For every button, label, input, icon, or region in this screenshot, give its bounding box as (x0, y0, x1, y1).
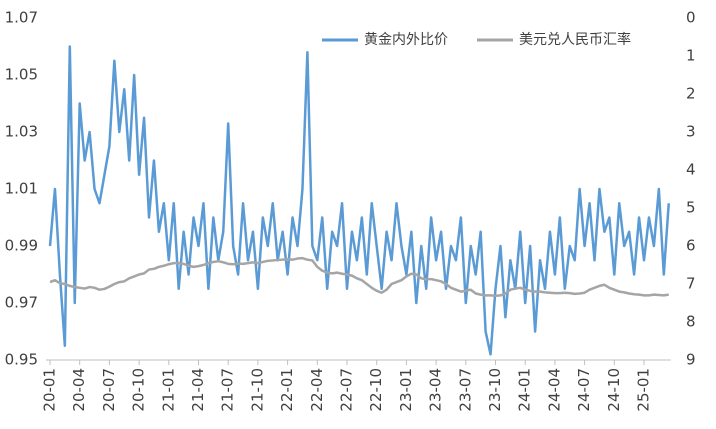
x-tick-label: 21-04 (189, 368, 207, 412)
x-tick-label: 25-01 (635, 368, 653, 412)
y-tick-label: 1.03 (5, 123, 38, 141)
x-tick-label: 21-07 (219, 368, 237, 412)
x-tick-label: 20-01 (41, 368, 59, 412)
x-tick-label: 24-10 (605, 368, 623, 412)
x-tick-label: 24-01 (516, 368, 534, 412)
y2-tick-label: 8 (686, 313, 696, 331)
y-tick-label: 1.07 (5, 9, 38, 27)
y2-tick-label: 9 (686, 351, 696, 369)
y2-tick-label: 6 (686, 237, 696, 255)
x-tick-label: 23-04 (427, 368, 445, 412)
x-tick-label: 22-10 (367, 368, 385, 412)
y-tick-label: 0.99 (5, 237, 38, 255)
x-tick-label: 20-10 (130, 368, 148, 412)
x-tick-label: 21-10 (248, 368, 266, 412)
series-line (48, 45, 670, 356)
y2-tick-label: 3 (686, 123, 696, 141)
series-line (49, 256, 669, 298)
legend-label: 黄金内外比价 (364, 31, 448, 48)
y-tick-label: 0.97 (5, 294, 38, 312)
y2-tick-label: 5 (686, 199, 696, 217)
x-tick-label: 21-01 (159, 368, 177, 412)
x-tick-label: 20-07 (100, 368, 118, 412)
y2-tick-label: 2 (686, 85, 696, 103)
y-tick-label: 0.95 (5, 351, 38, 369)
x-tick-label: 22-04 (308, 368, 326, 412)
x-tick-label: 22-01 (278, 368, 296, 412)
y2-tick-label: 0 (686, 9, 696, 27)
y-tick-label: 1.01 (5, 180, 38, 198)
x-tick-label: 24-04 (545, 368, 563, 412)
x-tick-label: 23-10 (486, 368, 504, 412)
legend-label: 美元兑人民币汇率 (519, 31, 631, 48)
x-tick-label: 23-01 (397, 368, 415, 412)
y2-tick-label: 7 (686, 275, 696, 293)
x-tick-label: 22-07 (338, 368, 356, 412)
x-tick-label: 20-04 (70, 368, 88, 412)
y2-tick-label: 4 (686, 161, 696, 179)
x-tick-label: 24-07 (575, 368, 593, 412)
y2-tick-label: 1 (686, 47, 696, 65)
y-tick-label: 1.05 (5, 66, 38, 84)
x-tick-label: 23-07 (456, 368, 474, 412)
